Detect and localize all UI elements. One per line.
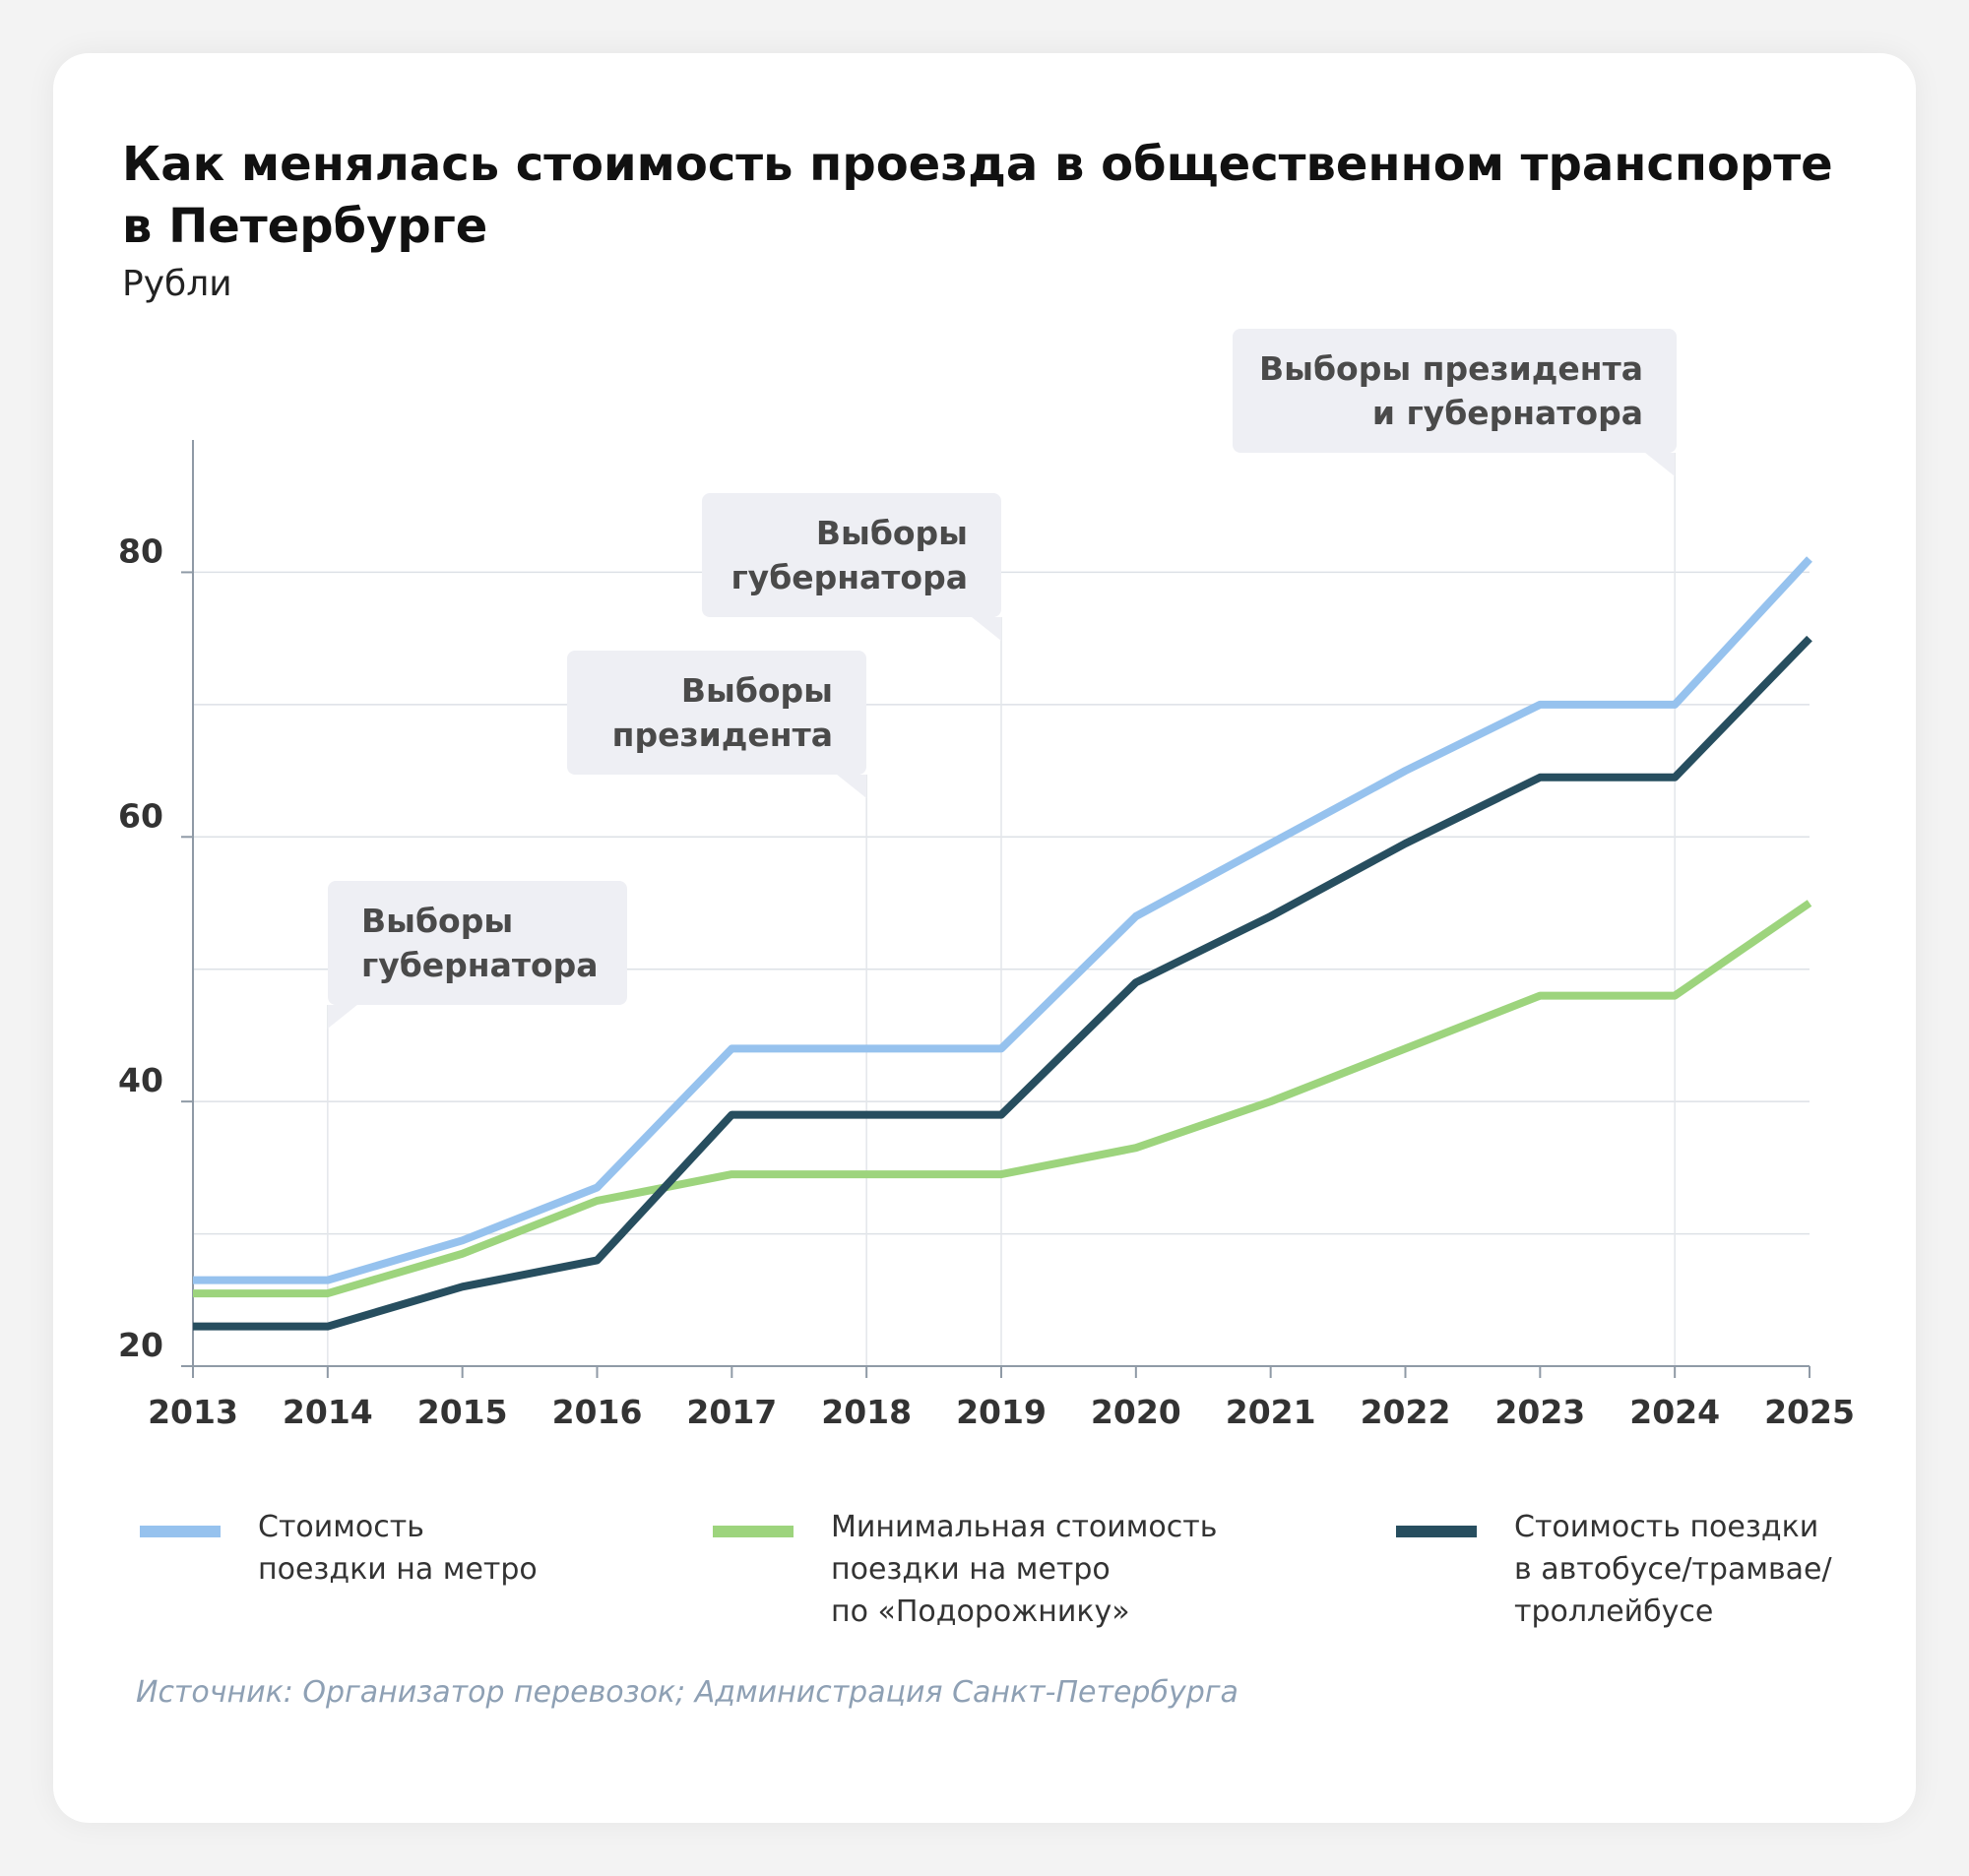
chart-subtitle: Рубли xyxy=(122,264,232,304)
legend-podorozhnik-line-3: по «Подорожнику» xyxy=(831,1595,1130,1629)
x-tick-label-2014: 2014 xyxy=(283,1393,373,1431)
annotation-text-3-0: Выборы президента xyxy=(1259,349,1643,388)
x-tick-label-2015: 2015 xyxy=(417,1393,508,1431)
annotation-box-3 xyxy=(1233,329,1677,453)
legend-swatch-podorozhnik xyxy=(713,1526,794,1537)
title-line-2: в Петербурге xyxy=(122,199,488,254)
annotation-text-3-1: и губернатора xyxy=(1372,394,1643,432)
annotation-text-1-0: Выборы xyxy=(681,671,833,710)
legend-label-bus: Стоимость поездки в автобусе/трамвае/ тр… xyxy=(1514,1506,1937,1633)
chart-title: Как менялась стоимость проезда в обществ… xyxy=(122,134,1894,258)
x-tick-label-2018: 2018 xyxy=(821,1393,912,1431)
x-tick-label-2021: 2021 xyxy=(1226,1393,1316,1431)
annotation-tail-0 xyxy=(327,1005,357,1029)
legend-bus-line-3: троллейбусе xyxy=(1514,1595,1714,1629)
x-tick-label-2016: 2016 xyxy=(552,1393,643,1431)
x-tick-label-2013: 2013 xyxy=(148,1393,238,1431)
x-tick-label-2025: 2025 xyxy=(1764,1393,1855,1431)
annotation-text-0-1: губернатора xyxy=(361,946,599,984)
y-tick-label-20: 20 xyxy=(118,1326,163,1364)
annotation-tail-1 xyxy=(837,775,867,798)
y-tick-label-80: 80 xyxy=(118,532,163,570)
legend-bus-line-2: в автобусе/трамвае/ xyxy=(1514,1552,1832,1587)
source-note: Источник: Организатор перевозок; Админис… xyxy=(136,1675,1239,1710)
legend-swatch-metro xyxy=(140,1526,221,1537)
annotation-text-1-1: президента xyxy=(612,716,833,754)
legend-metro-line-1: Стоимость xyxy=(258,1510,424,1544)
legend-swatch-bus xyxy=(1396,1526,1477,1537)
legend-podorozhnik-line-2: поездки на метро xyxy=(831,1552,1111,1587)
x-tick-label-2020: 2020 xyxy=(1091,1393,1181,1431)
x-tick-label-2019: 2019 xyxy=(956,1393,1047,1431)
x-tick-label-2017: 2017 xyxy=(686,1393,777,1431)
annotation-text-2-0: Выборы xyxy=(816,514,968,552)
title-line-1: Как менялась стоимость проезда в обществ… xyxy=(122,137,1833,192)
series-line-bus xyxy=(193,635,1812,1331)
annotation-text-0-0: Выборы xyxy=(361,902,513,940)
annotation-tail-2 xyxy=(972,617,1001,641)
x-tick-label-2023: 2023 xyxy=(1494,1393,1585,1431)
y-tick-label-60: 60 xyxy=(118,796,163,835)
series-line-metro xyxy=(193,556,1812,1284)
annotation-box-2 xyxy=(702,493,1001,617)
annotation-tail-3 xyxy=(1645,453,1676,476)
legend-label-podorozhnik: Минимальная стоимость поездки на метро п… xyxy=(831,1506,1254,1633)
x-tick-label-2022: 2022 xyxy=(1361,1393,1451,1431)
series-line-podorozhnik xyxy=(193,900,1812,1298)
legend-podorozhnik-line-1: Минимальная стоимость xyxy=(831,1510,1218,1544)
annotation-box-1 xyxy=(567,651,866,775)
legend-metro-line-2: поездки на метро xyxy=(258,1552,538,1587)
legend-label-metro: Стоимость поездки на метро xyxy=(258,1506,681,1591)
y-tick-label-40: 40 xyxy=(118,1061,163,1099)
annotation-box-0 xyxy=(328,881,627,1005)
annotation-text-2-1: губернатора xyxy=(730,558,968,596)
x-tick-label-2024: 2024 xyxy=(1629,1393,1720,1431)
legend-bus-line-1: Стоимость поездки xyxy=(1514,1510,1819,1544)
